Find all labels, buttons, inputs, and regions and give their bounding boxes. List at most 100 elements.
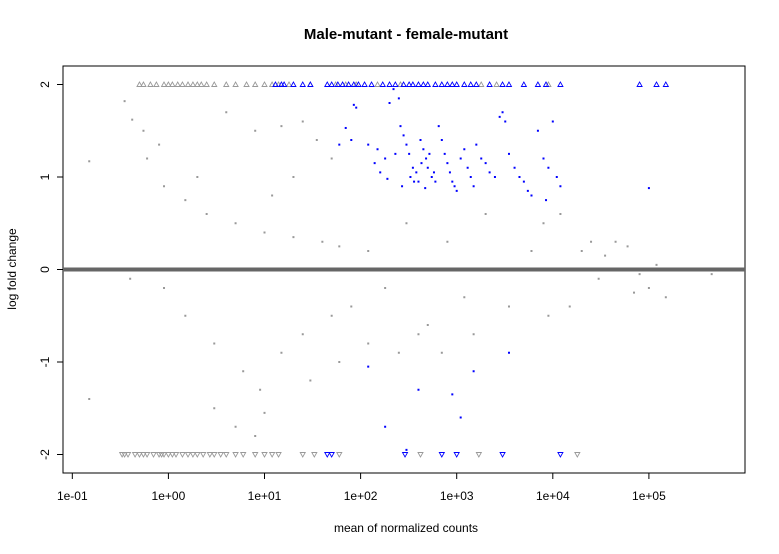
data-point-1-3 [350,139,353,141]
data-point-1-72 [417,388,420,391]
clipped-bottom-point-0-28 [275,452,282,458]
clipped-bottom-point-0-18 [199,452,207,458]
data-point-1-34 [466,166,469,169]
data-point-0-54 [292,176,295,178]
x-tick-label-0: 1e-01 [57,489,88,503]
clipped-top-point-1-18 [400,81,407,87]
data-point-0-1 [88,398,91,400]
data-point-1-42 [498,115,501,118]
clipped-top-point-1-12 [355,81,362,87]
clipped-bottom-point-1-4 [453,452,460,458]
clipped-top-point-1-3 [290,81,297,87]
clipped-bottom-point-0-7 [150,452,157,458]
data-point-1-16 [415,171,418,174]
x-tick-label-6: 1e+05 [632,489,666,503]
data-point-0-16 [163,287,166,289]
clipped-top-point-1-28 [453,81,460,87]
x-tick-label-2: 1e+01 [248,489,282,503]
data-point-1-18 [419,139,422,141]
data-point-0-30 [463,296,466,299]
data-point-0-36 [559,213,562,215]
clipped-top-point-1-6 [324,81,331,87]
clipped-top-point-0-0 [136,81,143,87]
data-point-1-26 [443,152,446,155]
clipped-top-point-1-32 [486,81,493,87]
clipped-top-point-1-2 [280,81,288,87]
data-point-0-51 [301,120,304,123]
clipped-bottom-point-1-1 [328,452,335,458]
y-axis-label: log fold change [5,228,19,310]
data-point-1-69 [432,171,435,174]
data-point-1-5 [367,143,370,146]
clipped-bottom-point-1-3 [438,452,446,458]
clipped-top-point-1-16 [386,81,393,87]
clipped-top-point-1-13 [361,81,368,87]
data-point-1-73 [459,416,462,419]
clipped-bottom-point-0-24 [239,452,247,458]
data-point-0-18 [213,342,216,345]
data-point-0-28 [426,324,429,326]
clipped-bottom-point-0-5 [140,452,147,458]
x-tick-label-1: 1e+00 [152,489,186,503]
data-point-1-68 [428,152,431,155]
y-tick-label-4: 2 [38,81,52,88]
data-point-1-9 [392,88,395,91]
clipped-bottom-point-0-30 [311,452,318,458]
clipped-bottom-point-0-11 [165,452,172,458]
data-point-0-57 [225,111,228,114]
data-point-0-20 [259,388,262,391]
data-point-0-68 [440,351,443,354]
data-point-1-52 [542,157,545,160]
data-point-1-25 [440,139,443,141]
clipped-top-point-0-18 [251,81,259,87]
clipped-top-point-1-36 [534,81,542,87]
clipped-top-point-1-23 [424,81,432,87]
clipped-top-point-1-25 [438,81,446,87]
data-point-0-32 [507,305,510,308]
clipped-bottom-point-0-25 [251,452,259,458]
clipped-top-point-0-29 [477,81,485,87]
data-point-1-41 [493,176,496,178]
data-point-1-12 [402,134,405,137]
data-point-1-30 [453,185,456,188]
clipped-top-point-0-10 [189,81,197,87]
data-point-1-40 [488,171,491,174]
data-point-0-2 [123,100,126,103]
data-point-1-37 [475,143,478,146]
data-point-1-58 [647,187,650,190]
clipped-bottom-point-0-1 [121,452,128,458]
data-point-1-0 [352,103,355,106]
clipped-top-point-1-38 [557,81,564,87]
clipped-top-point-1-30 [467,81,475,87]
data-point-0-55 [271,194,274,197]
data-point-1-59 [373,162,376,165]
data-point-1-6 [376,148,379,151]
clipped-bottom-point-0-16 [189,452,197,458]
clipped-bottom-point-0-23 [232,452,239,458]
clipped-top-point-0-16 [232,81,239,87]
clipped-top-point-1-20 [409,81,417,87]
clipped-top-point-0-22 [285,81,293,87]
data-point-1-71 [384,425,387,428]
clipped-top-point-0-27 [374,81,381,87]
data-point-1-53 [547,166,550,169]
data-point-1-13 [405,143,408,146]
data-point-1-14 [408,152,411,155]
data-point-1-22 [430,176,433,178]
clipped-top-point-0-15 [223,81,230,87]
clipped-top-point-1-11 [350,81,358,87]
data-point-0-42 [626,245,629,248]
clipped-top-point-1-21 [415,81,422,87]
clipped-top-point-0-20 [268,81,276,87]
clipped-top-point-0-4 [160,81,168,87]
data-point-1-56 [559,185,562,188]
clipped-bottom-point-1-2 [401,452,409,458]
data-point-0-14 [338,245,341,248]
clipped-bottom-point-0-31 [336,452,343,458]
y-tick-label-2: 0 [38,266,52,273]
data-point-1-38 [480,157,483,160]
data-point-1-21 [426,166,429,169]
x-axis: 1e-01 1e+00 1e+01 1e+02 1e+03 1e+04 1e+05 [57,473,666,503]
chart-title: Male-mutant - female-mutant [304,26,508,43]
